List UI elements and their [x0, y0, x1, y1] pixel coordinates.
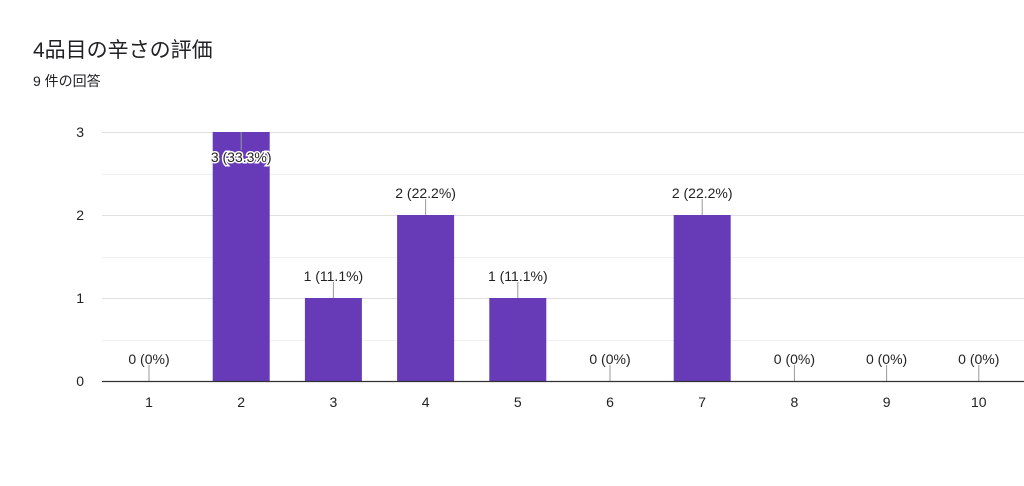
- x-tick-label: 1: [145, 394, 153, 410]
- data-label: 0 (0%): [589, 351, 630, 367]
- data-label: 3 (33.3%): [211, 149, 272, 165]
- x-tick-label: 2: [237, 394, 245, 410]
- data-label: 1 (11.1%): [304, 268, 364, 284]
- bar: [397, 215, 455, 381]
- bar: [212, 132, 270, 381]
- bar: [304, 298, 362, 381]
- y-tick-label: 3: [76, 124, 84, 140]
- bar: [673, 215, 731, 381]
- x-tick-label: 5: [514, 394, 522, 410]
- x-tick-label: 7: [698, 394, 706, 410]
- data-label: 2 (22.2%): [672, 185, 733, 201]
- x-tick-label: 8: [791, 394, 799, 410]
- data-label: 1 (11.1%): [488, 268, 548, 284]
- x-tick-label: 4: [422, 394, 430, 410]
- chart-title: 4品目の辛さの評価: [33, 39, 213, 62]
- data-label: 0 (0%): [866, 351, 907, 367]
- data-label: 0 (0%): [958, 351, 999, 367]
- x-tick-label: 9: [883, 394, 891, 410]
- y-tick-label: 2: [76, 207, 84, 223]
- x-tick-label: 10: [971, 394, 987, 410]
- bar: [489, 298, 547, 381]
- y-tick-label: 1: [76, 290, 84, 306]
- x-tick-label: 6: [606, 394, 614, 410]
- data-label: 0 (0%): [128, 351, 169, 367]
- response-count: 9 件の回答: [33, 73, 101, 89]
- y-tick-label: 0: [76, 373, 84, 389]
- data-label: 2 (22.2%): [395, 185, 456, 201]
- x-tick-label: 3: [330, 394, 338, 410]
- data-label: 0 (0%): [774, 351, 815, 367]
